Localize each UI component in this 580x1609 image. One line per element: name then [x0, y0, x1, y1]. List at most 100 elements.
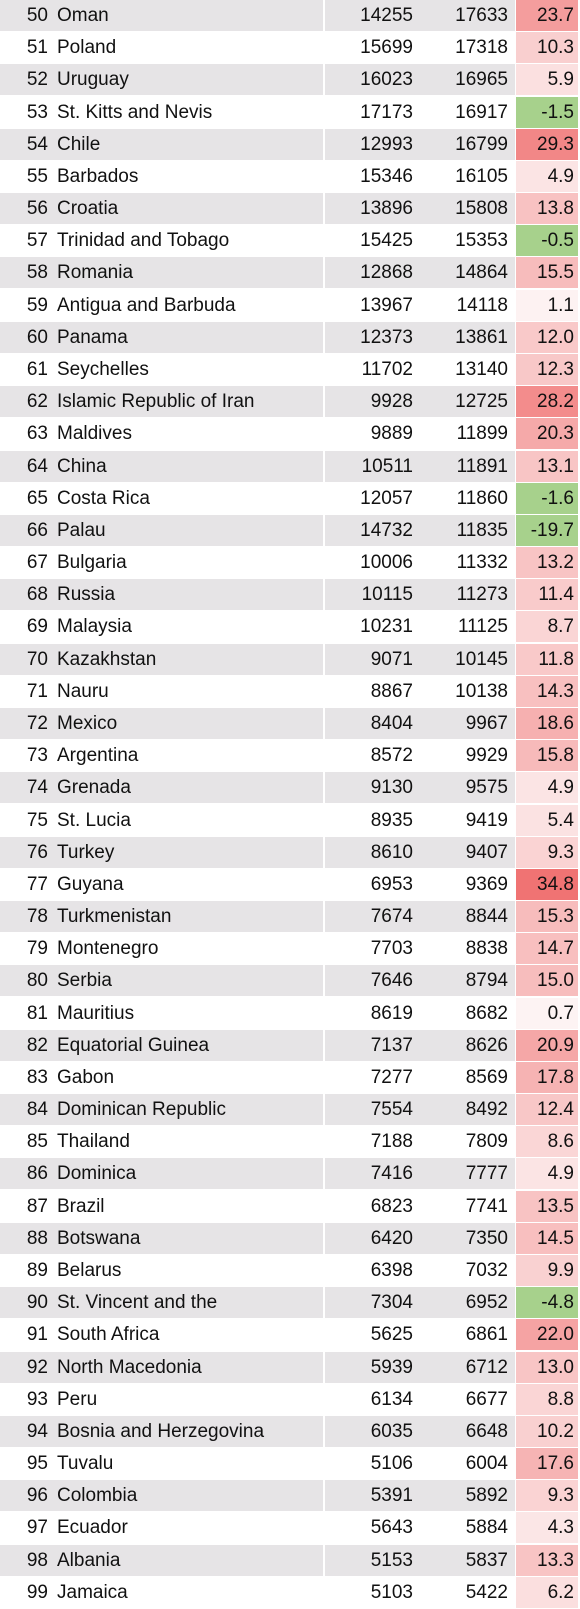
table-row: 56 Croatia 13896 15808 13.8: [0, 193, 580, 224]
table-row: 61 Seychelles 11702 13140 12.3: [0, 354, 580, 385]
rank-cell: 86: [26, 1163, 48, 1184]
value-2-cell: 15353: [455, 230, 508, 251]
rank-cell: 54: [26, 134, 48, 155]
value-2-cell: 13140: [455, 359, 508, 380]
country-cell: Tuvalu: [57, 1453, 114, 1474]
row-stripe: [0, 1094, 323, 1125]
row-stripe: [0, 1545, 323, 1576]
value-1-cell: 15699: [360, 37, 413, 58]
country-cell: Peru: [57, 1389, 98, 1410]
rank-cell: 58: [26, 262, 48, 283]
row-stripe: [0, 772, 323, 803]
table-row: 63 Maldives 9889 11899 20.3: [0, 418, 580, 449]
row-stripe: [325, 1223, 515, 1254]
row-stripe: [0, 129, 323, 160]
table-row: 60 Panama 12373 13861 12.0: [0, 322, 580, 353]
rank-cell: 84: [26, 1099, 48, 1120]
rank-cell: 69: [26, 616, 48, 637]
change-cell: 4.9: [516, 1158, 578, 1189]
value-2-cell: 16965: [455, 69, 508, 90]
value-2-cell: 9369: [465, 874, 508, 895]
value-1-cell: 12373: [360, 327, 413, 348]
row-stripe: [325, 708, 515, 739]
country-cell: Oman: [57, 5, 109, 26]
row-stripe: [0, 1352, 323, 1383]
row-stripe: [325, 322, 515, 353]
change-cell: 8.6: [516, 1126, 578, 1157]
country-cell: Dominica: [57, 1163, 137, 1184]
rank-cell: 63: [26, 423, 48, 444]
value-1-cell: 5625: [370, 1324, 413, 1345]
change-cell: 0.7: [516, 998, 578, 1029]
value-2-cell: 14864: [455, 262, 508, 283]
country-cell: St. Kitts and Nevis: [57, 102, 213, 123]
rank-cell: 56: [26, 198, 48, 219]
change-cell: 34.8: [516, 869, 578, 900]
value-1-cell: 11702: [361, 359, 413, 380]
table-row: 78 Turkmenistan 7674 8844 15.3: [0, 901, 580, 932]
country-cell: Nauru: [57, 681, 109, 702]
table-row: 88 Botswana 6420 7350 14.5: [0, 1223, 580, 1254]
rank-cell: 71: [26, 681, 48, 702]
value-2-cell: 15808: [455, 198, 508, 219]
row-stripe: [325, 193, 515, 224]
value-2-cell: 9419: [465, 810, 508, 831]
value-1-cell: 12993: [360, 134, 413, 155]
change-cell: 28.2: [516, 386, 578, 417]
value-1-cell: 5103: [370, 1582, 413, 1603]
country-cell: Antigua and Barbuda: [57, 295, 236, 316]
table-row: 55 Barbados 15346 16105 4.9: [0, 161, 580, 192]
value-2-cell: 6861: [465, 1324, 508, 1345]
table-row: 79 Montenegro 7703 8838 14.7: [0, 933, 580, 964]
value-1-cell: 7416: [370, 1163, 413, 1184]
change-cell: 15.0: [516, 965, 578, 996]
value-1-cell: 5391: [370, 1485, 413, 1506]
table-row: 59 Antigua and Barbuda 13967 14118 1.1: [0, 290, 580, 321]
value-1-cell: 10115: [361, 584, 413, 605]
rank-cell: 96: [26, 1485, 48, 1506]
table-row: 86 Dominica 7416 7777 4.9: [0, 1158, 580, 1189]
rank-cell: 98: [26, 1550, 48, 1571]
change-cell: 9.9: [516, 1255, 578, 1286]
row-stripe: [325, 1287, 515, 1318]
country-cell: Barbados: [57, 166, 139, 187]
row-stripe: [0, 322, 323, 353]
value-1-cell: 7554: [370, 1099, 413, 1120]
country-cell: Islamic Republic of Iran: [57, 391, 255, 412]
country-cell: North Macedonia: [57, 1357, 202, 1378]
rank-cell: 99: [26, 1582, 48, 1603]
row-stripe: [0, 515, 323, 546]
value-2-cell: 11899: [456, 423, 508, 444]
row-stripe: [325, 257, 515, 288]
value-1-cell: 5939: [370, 1357, 413, 1378]
country-cell: South Africa: [57, 1324, 160, 1345]
value-1-cell: 9889: [370, 423, 413, 444]
rank-cell: 51: [26, 37, 48, 58]
row-stripe: [325, 1094, 515, 1125]
rank-cell: 77: [26, 874, 48, 895]
value-2-cell: 8492: [465, 1099, 508, 1120]
table-row: 52 Uruguay 16023 16965 5.9: [0, 64, 580, 95]
value-1-cell: 8867: [370, 681, 413, 702]
rank-cell: 78: [26, 906, 48, 927]
value-1-cell: 8935: [370, 810, 413, 831]
table-row: 91 South Africa 5625 6861 22.0: [0, 1319, 580, 1350]
table-row: 69 Malaysia 10231 11125 8.7: [0, 611, 580, 642]
rank-cell: 92: [26, 1357, 48, 1378]
row-stripe: [325, 579, 515, 610]
change-cell: 10.2: [516, 1416, 578, 1447]
table-row: 83 Gabon 7277 8569 17.8: [0, 1062, 580, 1093]
value-1-cell: 7137: [370, 1035, 413, 1056]
row-stripe: [325, 1416, 515, 1447]
change-cell: 13.2: [516, 547, 578, 578]
row-stripe: [0, 1416, 323, 1447]
value-2-cell: 7350: [465, 1228, 508, 1249]
table-row: 76 Turkey 8610 9407 9.3: [0, 837, 580, 868]
value-2-cell: 16917: [455, 102, 508, 123]
value-1-cell: 8404: [370, 713, 413, 734]
row-stripe: [0, 644, 323, 675]
country-cell: Panama: [57, 327, 128, 348]
country-cell: Seychelles: [57, 359, 149, 380]
value-2-cell: 8794: [465, 970, 508, 991]
value-1-cell: 13967: [360, 295, 413, 316]
